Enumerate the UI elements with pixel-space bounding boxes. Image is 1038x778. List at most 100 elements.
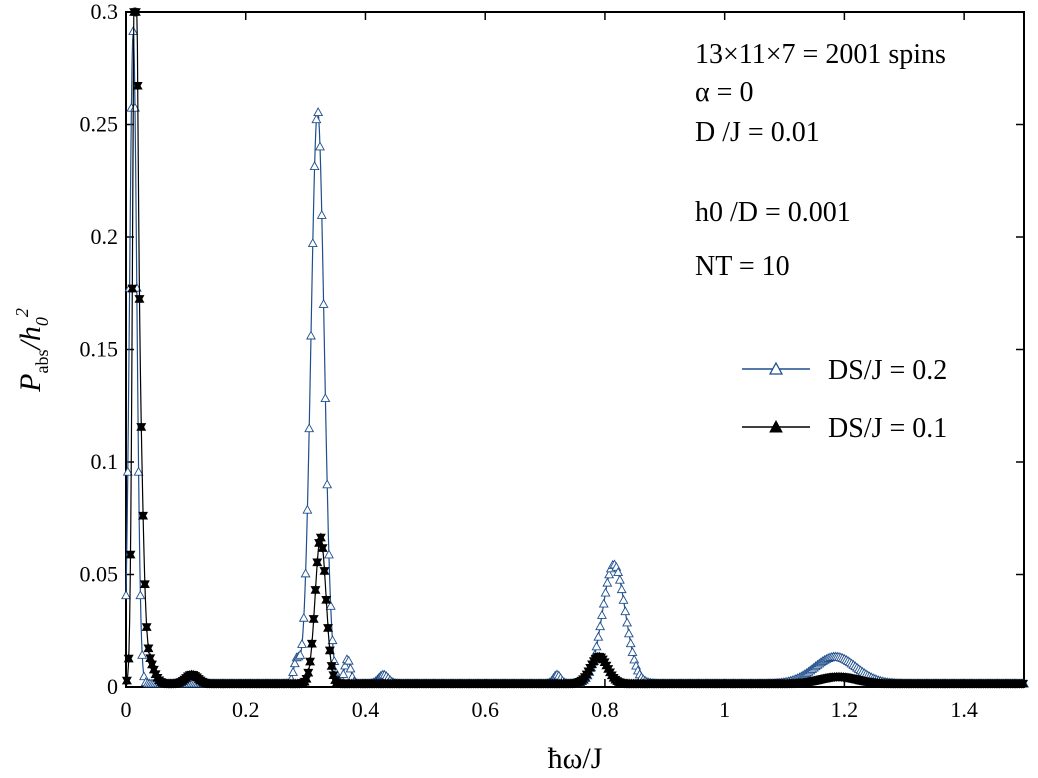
data-point <box>121 676 132 686</box>
data-point <box>121 590 131 600</box>
data-point <box>602 577 613 587</box>
data-point <box>614 574 625 584</box>
data-point <box>618 594 629 604</box>
data-point <box>595 621 606 631</box>
legend-label-ds02: DS/J = 0.2 <box>828 355 947 386</box>
data-point <box>313 107 324 117</box>
x-tick-label: 0.4 <box>352 697 380 722</box>
data-point <box>321 596 332 605</box>
data-point <box>604 569 615 579</box>
series-ds01 <box>121 6 1029 689</box>
data-point <box>622 617 633 627</box>
data-point <box>134 295 145 305</box>
data-point <box>311 114 322 124</box>
data-point <box>625 638 636 648</box>
data-point <box>623 628 634 638</box>
data-point <box>327 635 338 645</box>
y-tick-label: 0.3 <box>91 0 119 24</box>
data-point <box>295 649 306 659</box>
data-point <box>136 423 147 433</box>
annotation-h0-over-d: h0 /D = 0.001 <box>695 197 851 228</box>
data-point <box>325 600 336 610</box>
y-tick-label: 0.2 <box>91 224 119 249</box>
data-point <box>613 567 624 577</box>
legend-marker-ds01 <box>769 419 783 433</box>
data-point <box>315 141 325 151</box>
data-point <box>627 646 638 656</box>
annotation-size: 13×11×7 = 2001 spins <box>695 39 946 70</box>
x-tick-label: 0 <box>121 697 132 722</box>
data-point <box>322 479 333 489</box>
data-point <box>302 504 313 514</box>
y-tick-label: 0.15 <box>80 337 119 362</box>
x-tick-label: 0.2 <box>232 697 260 722</box>
x-tick-label: 0.6 <box>471 697 499 722</box>
x-tick-label: 0.8 <box>591 697 619 722</box>
data-point <box>308 615 319 625</box>
data-point <box>303 668 314 678</box>
data-point <box>315 533 326 543</box>
data-point <box>137 649 148 659</box>
data-point <box>591 641 602 651</box>
data-point <box>598 598 609 608</box>
annotation-alpha: α = 0 <box>695 77 753 108</box>
legend-marker-ds02 <box>768 361 784 375</box>
y-tick-label: 0.25 <box>80 112 119 137</box>
data-point <box>306 330 316 340</box>
data-point <box>338 668 349 678</box>
plot-frame <box>125 11 1025 688</box>
y-tick-label: 0 <box>107 674 118 699</box>
data-point <box>123 654 134 664</box>
data-point <box>143 644 154 654</box>
annotation-d-over-j: D /J = 0.01 <box>695 117 820 148</box>
y-axis-ticks: 0 0.05 0.1 0.15 0.2 0.25 0.3 <box>80 0 1024 699</box>
data-point <box>312 558 323 568</box>
data-point <box>320 393 331 403</box>
data-point <box>306 639 317 649</box>
data-point <box>289 658 300 668</box>
data-point <box>127 284 138 294</box>
data-point <box>600 587 611 597</box>
data-point <box>310 586 321 596</box>
data-point <box>141 623 152 633</box>
data-point <box>319 567 330 577</box>
data-point <box>1018 679 1029 689</box>
y-tick-label: 0.1 <box>91 449 119 474</box>
data-point <box>324 646 335 656</box>
data-point <box>620 606 631 616</box>
data-point <box>130 8 141 18</box>
data-point <box>593 631 604 641</box>
data-point <box>629 654 640 664</box>
data-point <box>343 655 354 665</box>
data-point <box>316 209 327 219</box>
data-point <box>340 660 351 670</box>
data-point <box>135 590 146 600</box>
data-point <box>304 423 315 433</box>
data-point <box>132 81 143 91</box>
data-point <box>326 662 337 672</box>
series-layer <box>121 6 1029 689</box>
data-point <box>318 298 329 308</box>
y-axis-label: Pabs/h02 <box>12 308 52 393</box>
data-point <box>125 550 136 560</box>
x-axis-label: ħω/J <box>548 742 603 775</box>
y-tick-label: 0.05 <box>80 562 119 587</box>
data-point <box>323 624 334 634</box>
data-point <box>345 663 356 673</box>
data-point <box>300 568 311 578</box>
annotation-block: 13×11×7 = 2001 spins α = 0 D /J = 0.01 h… <box>695 39 946 282</box>
data-point <box>122 466 133 476</box>
data-point <box>133 466 144 476</box>
svg-text:Pabs/h02: Pabs/h02 <box>12 308 52 393</box>
data-point <box>298 612 309 622</box>
annotation-nt: NT = 10 <box>695 251 790 282</box>
data-point <box>139 580 150 590</box>
data-point <box>616 584 627 594</box>
data-point <box>323 549 334 559</box>
legend-label-ds01: DS/J = 0.1 <box>828 413 947 444</box>
data-point <box>317 544 328 554</box>
series-line <box>125 11 1024 685</box>
data-point <box>596 609 607 619</box>
data-point <box>309 161 320 170</box>
